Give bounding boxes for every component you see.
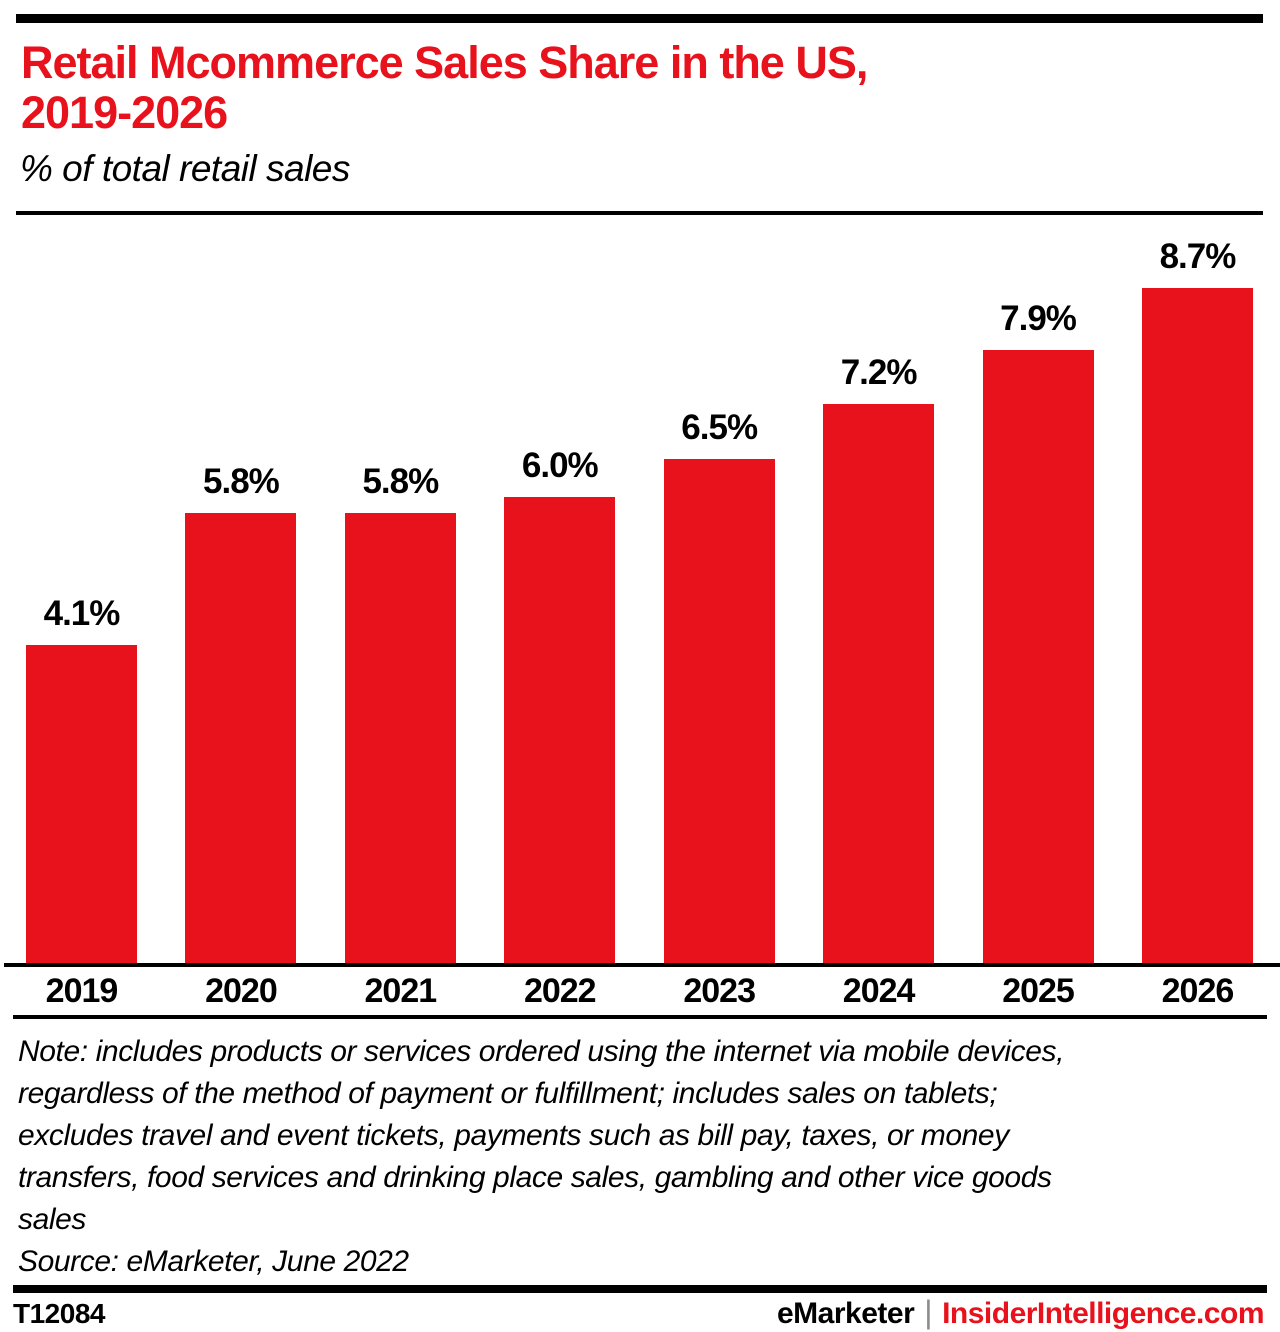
footnote-line: Note: includes products or services orde…: [18, 1035, 1065, 1068]
x-axis-label-2021: 2021: [364, 972, 438, 1010]
bar-value-label: 7.9%: [1000, 299, 1077, 338]
bar-value-label: 5.8%: [362, 462, 439, 501]
bar-value-label: 7.2%: [840, 353, 918, 392]
x-axis-label-2019: 2019: [45, 972, 119, 1010]
bar-2020: [185, 513, 297, 963]
footer: T12084 eMarketer | InsiderIntelligence.c…: [13, 1294, 1264, 1331]
brand-insiderintelligence-link[interactable]: InsiderIntelligence.com: [942, 1297, 1264, 1330]
bar-group: 5.8%: [344, 462, 456, 963]
x-axis-label-2026: 2026: [1161, 972, 1235, 1010]
bar-2024: [823, 404, 935, 963]
bar-2026: [1141, 288, 1253, 963]
bar-group: 4.1%: [26, 594, 137, 963]
x-axis-label-2025: 2025: [1002, 972, 1075, 1010]
x-axis-label-2022: 2022: [523, 972, 597, 1010]
x-axis-label-2020: 2020: [205, 972, 278, 1010]
bar-group: 6.5%: [663, 408, 775, 963]
footer-divider-bar: [13, 1285, 1267, 1293]
footnote-line: excludes travel and event tickets, payme…: [18, 1119, 1009, 1152]
bar-value-label: 8.7%: [1159, 237, 1237, 276]
bars: 4.1% 5.8% 5.8% 6.0% 6.5% 7.2% 7.9% 8.7%: [26, 215, 1253, 963]
bar-value-label: 6.0%: [521, 446, 599, 485]
bar-value-label: 5.8%: [203, 462, 280, 501]
source-line: Source: eMarketer, June 2022: [18, 1245, 409, 1278]
bar-2022: [504, 497, 616, 963]
bar-group: 7.9%: [982, 299, 1094, 963]
axis-bottom-divider-line: [13, 1015, 1267, 1019]
footnote: Note: includes products or services orde…: [18, 1031, 1260, 1283]
bar-2023: [663, 459, 775, 963]
footnote-line: regardless of the method of payment or f…: [18, 1077, 998, 1110]
x-axis-labels: 2019 2020 2021 2022 2023 2024 2025 2026: [26, 972, 1253, 1011]
header-divider-line: [16, 211, 1263, 215]
brand-divider: |: [924, 1294, 933, 1330]
bar-2019: [26, 645, 137, 963]
chart-title: Retail Mcommerce Sales Share in the US, 2…: [21, 37, 868, 138]
bar-group: 6.0%: [504, 446, 616, 963]
bar-group: 7.2%: [823, 353, 935, 963]
chart-title-line1: Retail Mcommerce Sales Share in the US,: [21, 37, 868, 88]
top-accent-bar: [16, 14, 1263, 23]
x-axis-label-2023: 2023: [683, 972, 756, 1010]
bar-group: 5.8%: [185, 462, 297, 963]
footnote-lines: Note: includes products or services orde…: [18, 1031, 1260, 1241]
brand-lockup: eMarketer | InsiderIntelligence.com: [776, 1294, 1265, 1331]
bar-group: 8.7%: [1141, 237, 1253, 963]
chart-title-line2: 2019-2026: [21, 87, 228, 138]
bar-chart: 4.1% 5.8% 5.8% 6.0% 6.5% 7.2% 7.9% 8.7%: [0, 215, 1280, 967]
footnote-line: transfers, food services and drinking pl…: [18, 1161, 1052, 1194]
bar-2025: [982, 350, 1094, 963]
chart-subtitle: % of total retail sales: [20, 148, 350, 189]
brand-emarketer: eMarketer: [776, 1297, 915, 1330]
x-axis-line: [4, 963, 1280, 967]
chart-id: T12084: [13, 1298, 105, 1329]
footnote-line: sales: [18, 1203, 87, 1236]
bar-value-label: 4.1%: [43, 594, 121, 633]
bar-value-label: 6.5%: [681, 408, 758, 447]
x-axis-label-2024: 2024: [842, 972, 916, 1010]
bar-2021: [344, 513, 456, 963]
